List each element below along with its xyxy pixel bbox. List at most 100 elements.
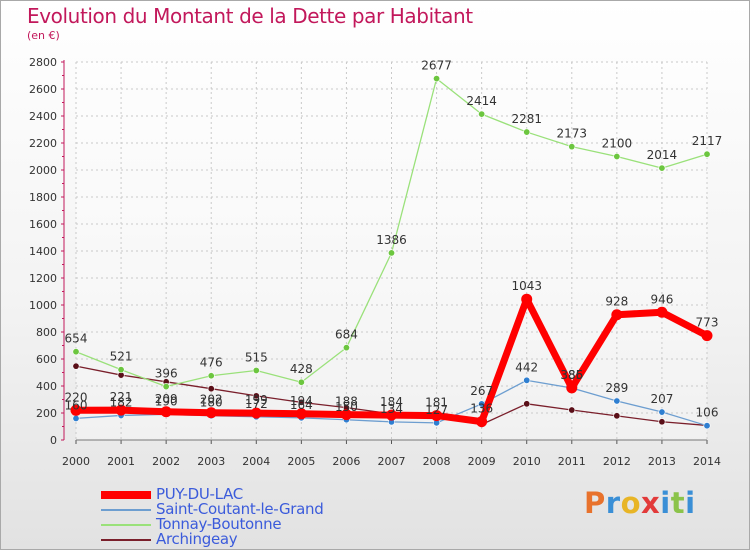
- data-point-puy-du-lac: [566, 382, 578, 394]
- data-point-tonnay-boutonne: [342, 344, 350, 352]
- y-tick-label: 0: [50, 434, 57, 447]
- data-label-tonnay-boutonne: 2117: [692, 134, 723, 148]
- data-point-archingeay: [297, 398, 305, 406]
- data-label-saint-coutant-le-grand: 134: [380, 402, 403, 416]
- data-point-archingeay: [568, 406, 576, 414]
- data-point-archingeay: [613, 412, 621, 420]
- data-point-puy-du-lac: [340, 409, 352, 421]
- data-point-tonnay-boutonne: [252, 366, 260, 374]
- data-label-tonnay-boutonne: 428: [290, 362, 313, 376]
- data-label-puy-du-lac: 184: [380, 395, 403, 409]
- y-tick-label: 1600: [29, 218, 57, 231]
- data-label-saint-coutant-le-grand: 385: [560, 368, 583, 382]
- data-point-saint-coutant-le-grand: [703, 422, 711, 430]
- data-label-saint-coutant-le-grand: 127: [425, 403, 448, 417]
- data-point-archingeay: [658, 418, 666, 426]
- x-tick-label: 2013: [648, 455, 676, 468]
- data-label-puy-du-lac: 199: [245, 393, 268, 407]
- data-label-saint-coutant-le-grand: 172: [245, 397, 268, 411]
- data-label-puy-du-lac: 194: [290, 394, 313, 408]
- data-label-puy-du-lac: 181: [425, 396, 448, 410]
- data-label-puy-du-lac: 386: [560, 368, 583, 382]
- data-point-tonnay-boutonne: [658, 164, 666, 172]
- x-tick-label: 2001: [107, 455, 135, 468]
- x-tick-label: 2010: [513, 455, 541, 468]
- data-point-puy-du-lac: [295, 408, 307, 420]
- y-tick-label: 1800: [29, 191, 57, 204]
- logo-letter: t: [670, 486, 686, 520]
- data-point-puy-du-lac: [701, 330, 713, 342]
- data-label-saint-coutant-le-grand: 190: [155, 394, 178, 408]
- data-label-puy-du-lac: 209: [155, 392, 178, 406]
- y-tick-label: 600: [36, 353, 57, 366]
- data-label-puy-du-lac: 1043: [511, 279, 542, 293]
- data-label-tonnay-boutonne: 2014: [647, 148, 678, 162]
- legend-label-puy-du-lac: PUY-DU-LAC: [156, 485, 243, 503]
- x-tick-label: 2003: [197, 455, 225, 468]
- logo-letter: i: [660, 486, 671, 520]
- legend-swatch-puy-du-lac: [101, 491, 151, 499]
- y-tick-label: 2000: [29, 164, 57, 177]
- logo-letter: o: [620, 486, 642, 520]
- data-point-saint-coutant-le-grand: [523, 376, 531, 384]
- data-label-saint-coutant-le-grand: 164: [290, 398, 313, 412]
- x-tick-label: 2007: [378, 455, 406, 468]
- data-label-tonnay-boutonne: 2677: [421, 59, 452, 73]
- data-point-puy-du-lac: [521, 293, 533, 305]
- proxiti-logo: Proxiti: [584, 486, 696, 520]
- data-point-puy-du-lac: [70, 404, 82, 416]
- x-tick-label: 2005: [287, 455, 315, 468]
- data-point-archingeay: [252, 392, 260, 400]
- data-point-saint-coutant-le-grand: [613, 397, 621, 405]
- data-label-saint-coutant-le-grand: 150: [335, 400, 358, 414]
- data-label-puy-du-lac: 773: [696, 316, 719, 330]
- y-tick-label: 2600: [29, 83, 57, 96]
- x-tick-label: 2006: [332, 455, 360, 468]
- data-point-tonnay-boutonne: [523, 128, 531, 136]
- x-tick-label: 2004: [242, 455, 270, 468]
- x-tick-label: 2014: [693, 455, 721, 468]
- data-point-puy-du-lac: [115, 404, 127, 416]
- data-label-puy-du-lac: 221: [110, 390, 133, 404]
- y-tick-label: 800: [36, 326, 57, 339]
- data-label-tonnay-boutonne: 396: [155, 367, 178, 381]
- data-point-puy-du-lac: [205, 407, 217, 419]
- data-label-tonnay-boutonne: 476: [200, 356, 223, 370]
- y-tick-label: 2400: [29, 110, 57, 123]
- y-tick-label: 2800: [29, 56, 57, 69]
- data-point-tonnay-boutonne: [613, 153, 621, 161]
- data-point-tonnay-boutonne: [297, 378, 305, 386]
- data-label-tonnay-boutonne: 684: [335, 328, 358, 342]
- chart-unit: (en €): [27, 29, 60, 42]
- data-label-tonnay-boutonne: 2281: [511, 112, 542, 126]
- data-label-puy-du-lac: 188: [335, 395, 358, 409]
- data-point-puy-du-lac: [431, 410, 443, 422]
- data-point-puy-du-lac: [476, 416, 488, 428]
- y-tick-label: 1200: [29, 272, 57, 285]
- y-tick-label: 400: [36, 380, 57, 393]
- y-tick-label: 200: [36, 407, 57, 420]
- data-point-saint-coutant-le-grand: [72, 414, 80, 422]
- x-tick-label: 2008: [423, 455, 451, 468]
- x-tick-label: 2012: [603, 455, 631, 468]
- data-point-archingeay: [523, 400, 531, 408]
- data-label-puy-du-lac: 220: [65, 390, 88, 404]
- legend-label-archingeay: Archingeay: [156, 530, 238, 548]
- data-label-saint-coutant-le-grand: 160: [65, 398, 88, 412]
- legend-label-tonnay-boutonne: Tonnay-Boutonne: [156, 515, 282, 533]
- data-point-puy-du-lac: [250, 407, 262, 419]
- data-point-puy-du-lac: [611, 309, 623, 321]
- data-label-saint-coutant-le-grand: 207: [650, 392, 673, 406]
- data-point-puy-du-lac: [386, 409, 397, 421]
- data-label-saint-coutant-le-grand: 106: [696, 406, 719, 420]
- data-point-puy-du-lac: [656, 306, 668, 318]
- legend-swatch-tonnay-boutonne: [101, 524, 151, 526]
- logo-letter: P: [584, 486, 606, 520]
- data-label-tonnay-boutonne: 521: [110, 350, 133, 364]
- data-label-saint-coutant-le-grand: 442: [515, 360, 538, 374]
- y-tick-label: 1000: [29, 299, 57, 312]
- data-point-tonnay-boutonne: [117, 366, 125, 374]
- data-label-tonnay-boutonne: 2414: [466, 94, 497, 108]
